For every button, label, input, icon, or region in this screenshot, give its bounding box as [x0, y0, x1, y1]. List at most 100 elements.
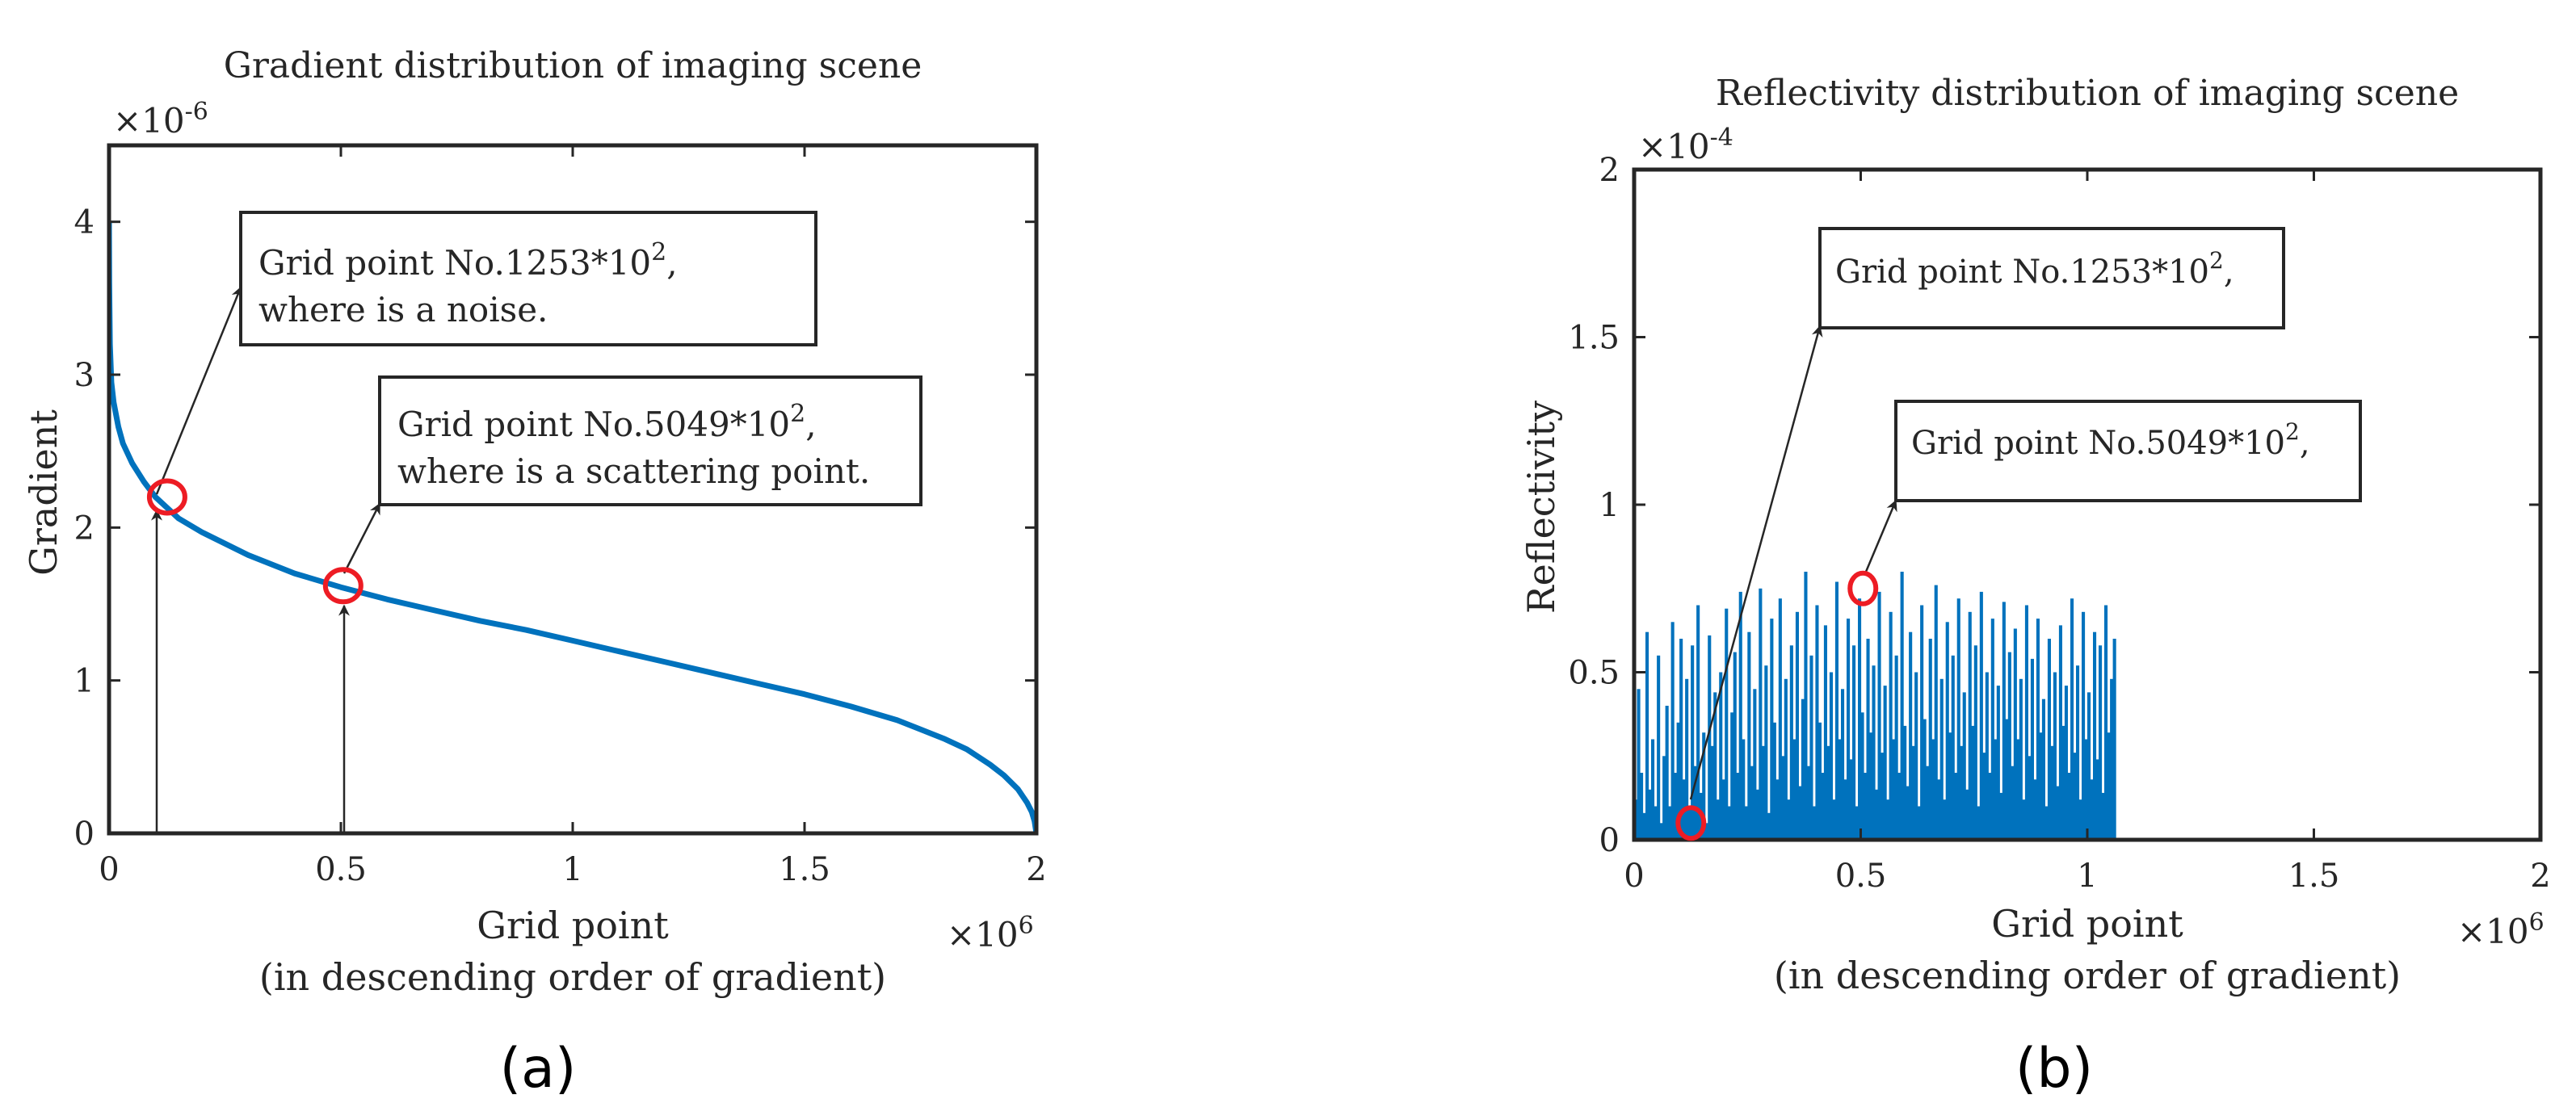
chart-b-arrow-to-box-1	[1689, 325, 1823, 800]
chart-b-bar	[1982, 753, 1986, 840]
chart-b-bar	[1988, 773, 1992, 840]
chart-b-bar	[1744, 806, 1748, 840]
chart-a-xtick-label: 1	[562, 851, 582, 888]
chart-b-bar	[1877, 591, 1881, 840]
chart-b-bar	[2030, 658, 2034, 840]
chart-b-bar	[1914, 672, 1918, 840]
chart-a-xtick-label: 0	[99, 851, 119, 888]
chart-b-bar	[2090, 779, 2094, 840]
chart-b-ytick-label: 1	[1599, 487, 1620, 524]
chart-b-bar	[1881, 753, 1885, 840]
chart-b-bar	[1637, 689, 1641, 840]
chart-b-bar	[2110, 678, 2114, 840]
chart-b-y-label: Reflectivity	[1519, 401, 1563, 614]
chart-b-bar	[2070, 598, 2074, 840]
chart-a-series-line	[109, 221, 1036, 833]
chart-a-title: Gradient distribution of imaging scene	[224, 45, 922, 86]
chart-b-bar	[1781, 756, 1785, 840]
chart-b-bar	[2033, 779, 2037, 840]
chart-b-bar	[2019, 678, 2023, 840]
chart-a-plot-area	[109, 221, 1036, 833]
chart-b-bar	[1750, 766, 1754, 840]
chart-b-bar	[1730, 712, 1734, 840]
chart-b-bar	[1849, 759, 1853, 840]
chart-b-bar	[1889, 611, 1893, 840]
chart-a-y-exponent: ×10-6	[113, 98, 208, 141]
chart-b-bar	[1973, 645, 1977, 840]
chart-b-x-label-sub: (in descending order of gradient)	[1774, 954, 2401, 997]
chart-b-bar	[1954, 773, 1958, 840]
chart-b-bar	[1834, 581, 1838, 840]
chart-b-bar	[2073, 753, 2077, 840]
chart-b-bar	[1713, 692, 1717, 840]
chart-b-bar	[1858, 598, 1862, 840]
chart-a-annotation-1-line-2: where is a noise.	[258, 290, 548, 329]
chart-b-bar	[1685, 678, 1689, 840]
chart-a-ytick-label: 1	[74, 663, 95, 700]
chart-b-bar	[1875, 789, 1879, 840]
chart-b-bar	[1778, 598, 1782, 840]
chart-b-annotation-box-2	[1894, 400, 2362, 502]
chart-b-bar	[1761, 745, 1765, 840]
chart-b-bar	[2044, 806, 2049, 840]
chart-b-bar	[1801, 698, 1805, 840]
chart-a-xtick-label: 1.5	[779, 851, 830, 888]
chart-b-annotation-box-1	[1818, 227, 2285, 329]
chart-b-bar	[2047, 639, 2051, 840]
chart-b-bar	[1841, 689, 1845, 840]
chart-b-bar	[1642, 812, 1646, 840]
chart-b-bar	[1770, 619, 1774, 840]
chart-b-bar	[1832, 799, 1836, 840]
chart-b-bar	[2058, 625, 2062, 840]
chart-b-highlight-marker	[1847, 570, 1879, 606]
chart-b-bar	[2112, 639, 2116, 840]
chart-b-bar	[1826, 745, 1830, 840]
chart-b-highlights	[1675, 570, 1879, 841]
chart-b-bar	[1789, 645, 1793, 840]
chart-b-bar	[1996, 686, 2000, 840]
chart-b-y-exponent: ×10-4	[1638, 124, 1733, 166]
chart-b-bar	[1911, 745, 1915, 840]
chart-b-bar	[1965, 789, 1969, 840]
chart-b-bar	[1659, 823, 1663, 840]
chart-b-bar	[2104, 605, 2108, 840]
chart-b-bar	[1662, 756, 1666, 840]
chart-b-xtick-label: 0.5	[1835, 858, 1887, 895]
chart-b-bar	[1755, 789, 1759, 840]
chart-b-bar	[1742, 739, 1746, 840]
chart-b-bar	[1926, 766, 1930, 840]
chart-b-bar	[1648, 789, 1652, 840]
chart-b-bar	[1886, 799, 1890, 840]
chart-b-bar	[1738, 591, 1742, 840]
chart-b-bar	[1999, 792, 2003, 840]
chart-b-bar	[1838, 739, 1842, 840]
chart-a-annotations: Grid point No.1253*102, where is a noise…	[239, 211, 922, 506]
chart-b-bar	[1693, 766, 1697, 840]
chart-a-arrow-to-box-2	[342, 502, 381, 574]
chart-b-bar	[2093, 631, 2097, 840]
chart-b-bar	[1679, 639, 1683, 840]
chart-b-bar	[2087, 692, 2091, 840]
chart-b-bar	[1866, 639, 1870, 840]
chart-b-bar	[1640, 773, 1644, 840]
chart-b-bar	[1971, 725, 1975, 840]
chart-b-bar	[1872, 665, 1876, 840]
chart-b-bar	[1943, 799, 1947, 840]
chart-b-bar	[1798, 786, 1802, 840]
chart-b-bar	[1985, 672, 1989, 840]
chart-a-annotation-box-1	[239, 211, 817, 346]
chart-b-bar	[1894, 655, 1898, 840]
chart-a-arrows	[151, 286, 381, 833]
chart-b-bar	[1815, 605, 1819, 840]
chart-b-bar	[1668, 806, 1672, 840]
chart-b-bar	[1767, 812, 1771, 840]
chart-b-bar	[1759, 588, 1763, 840]
chart-b-xtick-label: 1	[2077, 858, 2097, 895]
panel-label-b: (b)	[2015, 1037, 2093, 1101]
chart-b-bar	[1696, 605, 1700, 840]
chart-b-highlight-marker	[1675, 805, 1707, 841]
chart-b-bar	[2039, 732, 2043, 840]
chart-a-annotation-1-line-1: Grid point No.1253*102,	[258, 238, 678, 283]
chart-b-ytick-label: 0.5	[1568, 655, 1620, 692]
chart-b-bar	[2064, 686, 2068, 840]
